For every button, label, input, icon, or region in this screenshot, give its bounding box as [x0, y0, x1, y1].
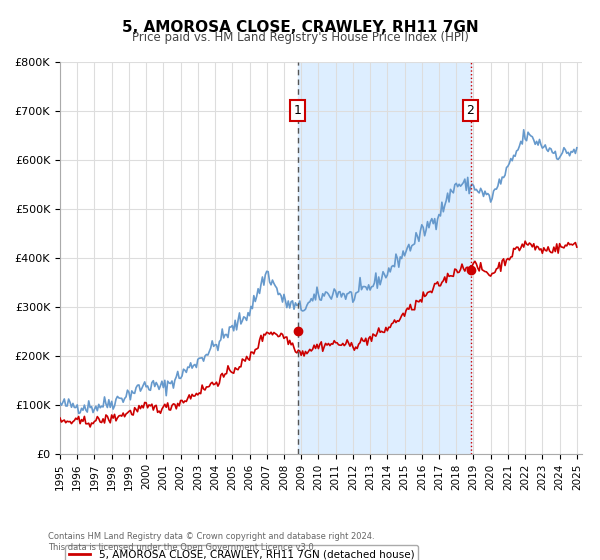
Text: 2: 2 [467, 104, 475, 117]
Text: Contains HM Land Registry data © Crown copyright and database right 2024.
This d: Contains HM Land Registry data © Crown c… [48, 532, 374, 552]
Text: Price paid vs. HM Land Registry's House Price Index (HPI): Price paid vs. HM Land Registry's House … [131, 31, 469, 44]
Bar [298, 62, 470, 454]
Text: 5, AMOROSA CLOSE, CRAWLEY, RH11 7GN: 5, AMOROSA CLOSE, CRAWLEY, RH11 7GN [122, 20, 478, 35]
Legend: 5, AMOROSA CLOSE, CRAWLEY, RH11 7GN (detached house), HPI: Average price, detach: 5, AMOROSA CLOSE, CRAWLEY, RH11 7GN (det… [65, 545, 418, 560]
Text: 1: 1 [294, 104, 302, 117]
